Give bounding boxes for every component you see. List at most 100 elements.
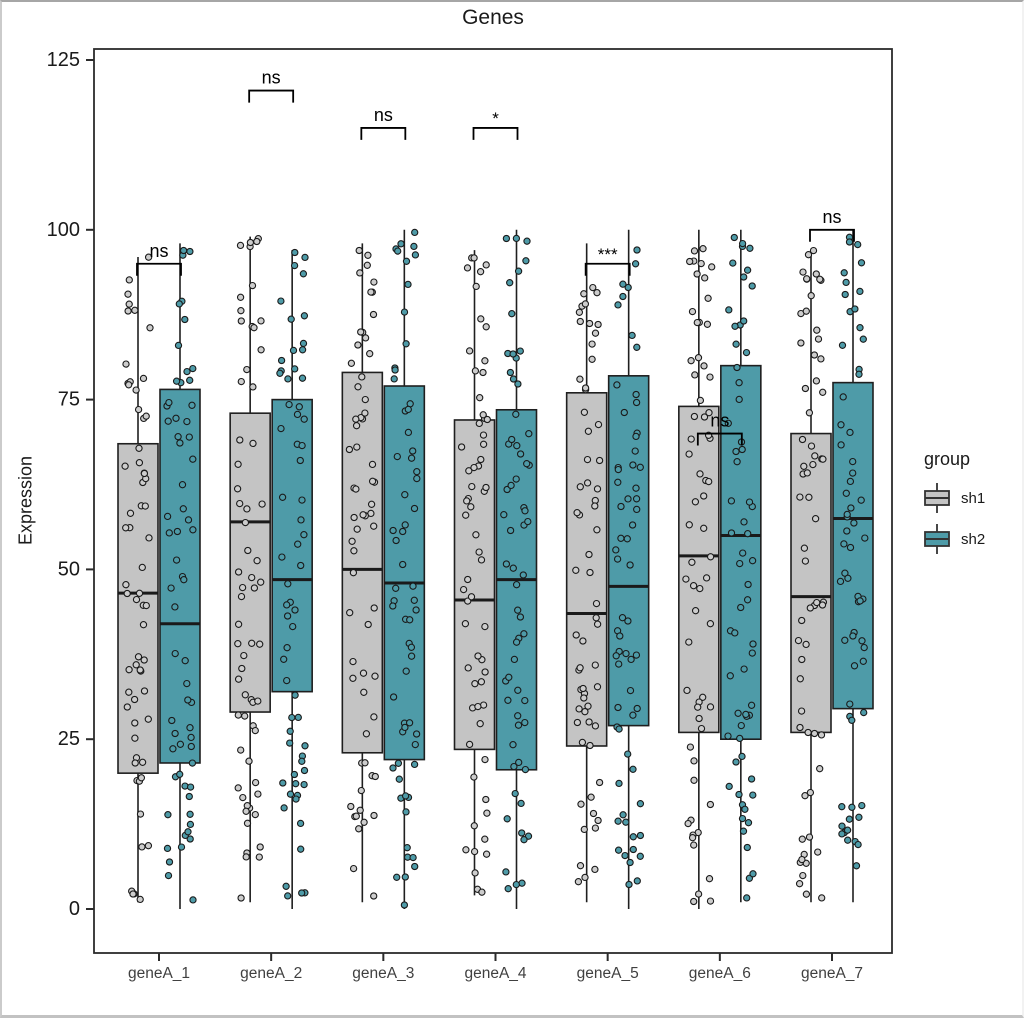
data-point [517, 799, 525, 808]
data-point [407, 652, 416, 660]
data-point [506, 279, 514, 287]
data-point [243, 365, 251, 374]
data-point [839, 393, 847, 401]
data-point [846, 700, 854, 708]
data-point [242, 807, 250, 815]
data-point [297, 516, 305, 524]
data-point [576, 664, 584, 672]
data-point [860, 643, 868, 652]
data-point [186, 724, 194, 732]
data-point [476, 720, 484, 728]
data-point [361, 759, 369, 767]
data-point [184, 696, 192, 704]
data-point [233, 485, 242, 493]
x-tick-label-geneA_1: geneA_1 [127, 965, 191, 982]
data-point [296, 456, 304, 465]
data-point [125, 666, 133, 674]
panel-border [93, 48, 893, 954]
data-point [502, 560, 511, 568]
data-point [251, 778, 260, 787]
data-point [189, 364, 197, 373]
data-point [471, 367, 480, 375]
data-point [124, 307, 132, 315]
data-point [238, 583, 247, 592]
data-point [300, 531, 308, 539]
data-point [401, 521, 409, 529]
data-point [695, 714, 703, 723]
data-point [470, 847, 479, 856]
data-point [802, 890, 811, 898]
data-point [255, 853, 263, 861]
significance-label: ns [822, 207, 841, 227]
data-point [347, 802, 355, 811]
data-point [809, 246, 818, 255]
data-point [459, 585, 468, 594]
data-point [623, 535, 631, 543]
data-point [794, 636, 803, 645]
data-point [136, 895, 144, 904]
data-point [291, 248, 299, 257]
data-point [799, 871, 807, 880]
data-point [186, 783, 195, 791]
significance-bracket-geneA_6: ns [696, 411, 743, 446]
data-point [177, 843, 186, 851]
data-point [126, 509, 135, 517]
data-point [357, 786, 365, 795]
data-point [857, 259, 866, 267]
data-point [394, 247, 402, 255]
data-point [706, 620, 715, 628]
data-point [401, 491, 409, 499]
data-point [167, 584, 175, 592]
data-point [236, 436, 244, 444]
data-point [838, 341, 847, 349]
data-point [516, 613, 525, 621]
data-point [479, 368, 487, 377]
data-point [810, 351, 819, 359]
data-point [738, 752, 746, 761]
data-point [257, 578, 265, 586]
bracket-line [248, 89, 295, 103]
data-point [350, 513, 358, 522]
data-point [687, 357, 695, 365]
data-point [300, 312, 309, 320]
box-iqr [341, 371, 384, 754]
data-point [515, 758, 523, 767]
data-point [280, 655, 288, 663]
data-point [510, 762, 518, 771]
data-point [705, 477, 713, 486]
data-point [632, 398, 641, 407]
data-point [837, 441, 845, 449]
data-point [175, 300, 183, 308]
data-point [726, 672, 734, 680]
boxplot-key-icon [924, 524, 950, 554]
data-point [299, 270, 308, 278]
data-point [277, 297, 285, 305]
data-point [589, 283, 597, 292]
data-point [512, 638, 521, 646]
data-point [122, 581, 130, 589]
data-point [409, 853, 417, 862]
data-point [465, 467, 473, 475]
data-point [509, 741, 517, 749]
data-point [854, 840, 862, 849]
data-point [301, 742, 309, 750]
data-point [854, 240, 862, 249]
data-point [294, 540, 302, 548]
data-point [807, 292, 815, 300]
data-point [740, 273, 748, 281]
data-point [477, 556, 486, 564]
data-point [348, 537, 356, 545]
data-point [130, 695, 139, 704]
data-point [254, 790, 262, 798]
data-point [843, 527, 851, 535]
data-point [301, 253, 309, 262]
data-point [855, 813, 863, 821]
data-point [368, 477, 377, 485]
data-point [614, 846, 623, 854]
data-point [592, 599, 601, 608]
legend: group sh1 sh2 [922, 449, 1022, 564]
data-point [131, 759, 139, 767]
data-point [814, 848, 822, 856]
data-point [402, 667, 410, 675]
jitter-points-geneA_5-sh2 [612, 246, 645, 889]
